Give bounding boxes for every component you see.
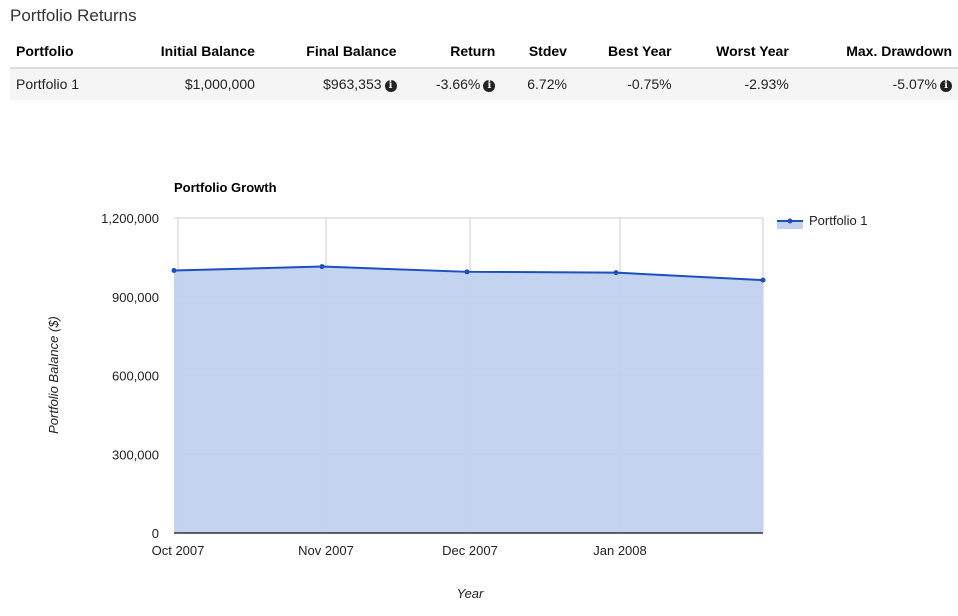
header-best-year[interactable]: Best Year <box>572 36 678 69</box>
info-icon[interactable]: i <box>384 80 397 92</box>
data-point <box>613 270 619 276</box>
cell-final-balance: $963,353 <box>323 76 382 92</box>
header-initial-balance[interactable]: Initial Balance <box>113 36 261 69</box>
header-worst-year[interactable]: Worst Year <box>677 36 795 69</box>
cell-best-year: -0.75% <box>572 68 678 100</box>
cell-max-drawdown-wrap: -5.07% i <box>794 68 958 100</box>
x-tick-label: Nov 2007 <box>298 543 354 558</box>
cell-max-drawdown: -5.07% <box>892 76 937 92</box>
y-tick-label: 0 <box>152 526 159 541</box>
data-point <box>319 264 325 270</box>
header-portfolio[interactable]: Portfolio <box>10 36 114 69</box>
header-stdev[interactable]: Stdev <box>501 36 573 69</box>
data-point <box>464 269 470 275</box>
legend-label: Portfolio 1 <box>809 213 868 228</box>
legend-marker <box>787 218 793 224</box>
cell-initial-balance: $1,000,000 <box>113 68 261 100</box>
cell-final-balance-wrap: $963,353 i <box>260 68 403 100</box>
info-icon[interactable]: i <box>483 80 496 92</box>
header-return[interactable]: Return <box>402 36 502 69</box>
y-tick-label: 900,000 <box>112 290 159 305</box>
table-header-row: Portfolio Initial Balance Final Balance … <box>10 36 958 69</box>
info-icon[interactable]: i <box>940 80 952 92</box>
cell-return-wrap: -3.66% i <box>402 68 502 100</box>
cell-return: -3.66% <box>435 76 481 92</box>
portfolio-growth-chart: Portfolio Growth 0 300,000 600,000 900,000 1… <box>46 180 868 601</box>
header-final-balance[interactable]: Final Balance <box>260 36 403 69</box>
data-point <box>760 277 766 283</box>
header-max-drawdown[interactable]: Max. Drawdown <box>794 36 958 69</box>
cell-portfolio: Portfolio 1 <box>10 68 114 100</box>
x-tick-label: Jan 2008 <box>593 543 647 558</box>
chart-title: Portfolio Growth <box>174 180 277 195</box>
series-area-fill <box>174 266 763 533</box>
y-tick-label: 1,200,000 <box>101 211 159 226</box>
legend-swatch <box>777 221 803 229</box>
x-axis-label: Year <box>457 586 484 601</box>
y-tick-label: 300,000 <box>112 447 159 462</box>
page-title: Portfolio Returns <box>10 6 137 25</box>
x-tick-label: Dec 2007 <box>442 543 498 558</box>
cell-worst-year: -2.93% <box>677 68 795 100</box>
cell-stdev: 6.72% <box>501 68 573 100</box>
x-tick-label: Oct 2007 <box>152 543 205 558</box>
portfolio-returns-table: Portfolio Initial Balance Final Balance … <box>10 36 958 100</box>
y-tick-label: 600,000 <box>112 369 159 384</box>
data-point <box>171 268 177 273</box>
table-row: Portfolio 1 $1,000,000 $963,353 i -3.66% i… <box>10 68 958 100</box>
y-axis-label: Portfolio Balance ($) <box>46 316 61 434</box>
